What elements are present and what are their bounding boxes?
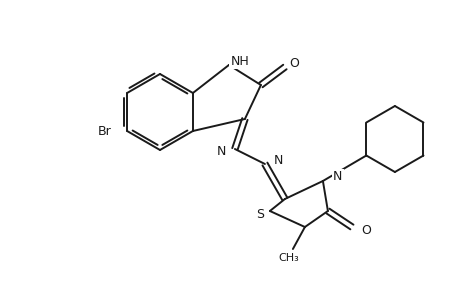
Text: N: N bbox=[332, 170, 341, 184]
Text: N: N bbox=[273, 154, 283, 166]
Text: CH₃: CH₃ bbox=[278, 253, 299, 263]
Text: O: O bbox=[360, 224, 370, 236]
Text: O: O bbox=[288, 56, 298, 70]
Text: N: N bbox=[216, 145, 225, 158]
Text: S: S bbox=[255, 208, 263, 221]
Text: NH: NH bbox=[230, 55, 249, 68]
Text: Br: Br bbox=[98, 124, 112, 137]
